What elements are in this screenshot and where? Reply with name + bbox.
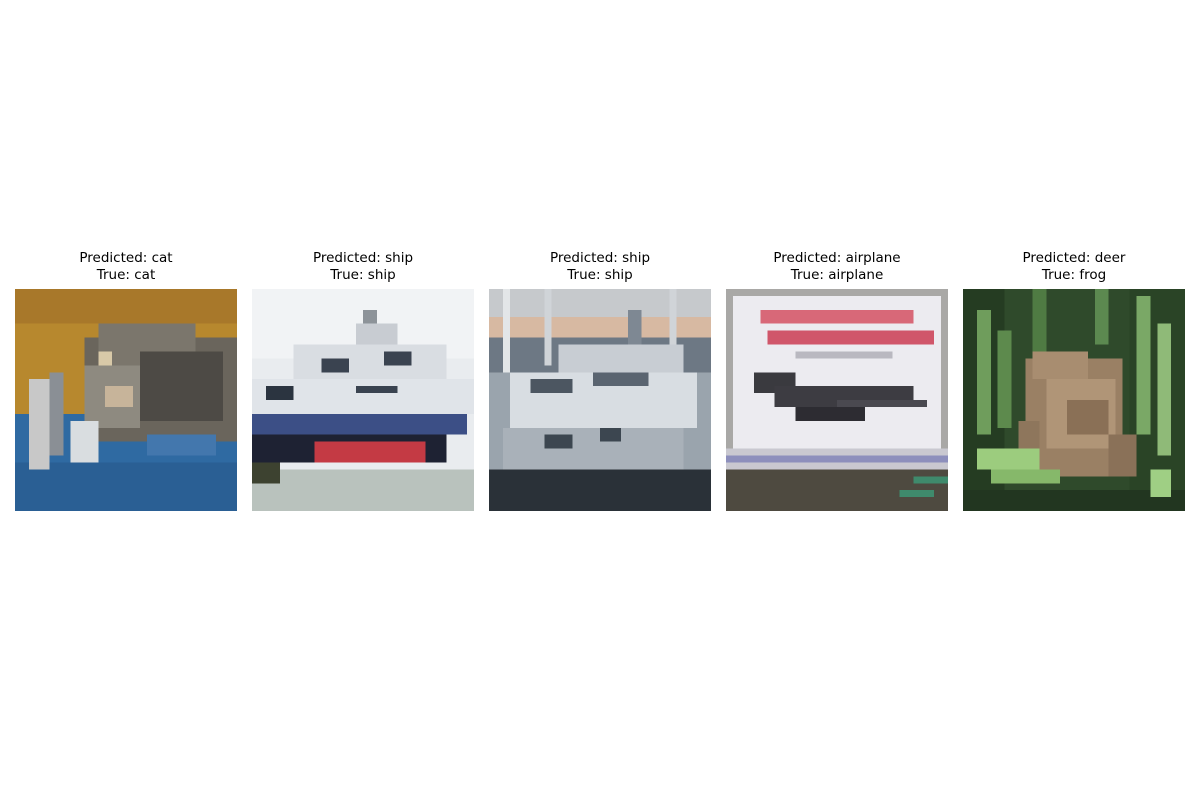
true-label: True: frog (1041, 267, 1107, 283)
cat-image (15, 289, 237, 511)
predicted-label: Predicted: cat (79, 250, 173, 266)
predicted-label: Predicted: airplane (773, 250, 901, 266)
airplane-image (726, 289, 948, 511)
predicted-label: Predicted: ship (549, 250, 651, 266)
image-panel-1: Predicted: cat True: cat (15, 250, 237, 511)
panel-title: Predicted: airplane True: airplane (726, 250, 948, 286)
predicted-label: Predicted: deer (1022, 250, 1126, 266)
panel-title: Predicted: ship True: ship (252, 250, 474, 286)
panel-title: Predicted: deer True: frog (963, 250, 1185, 286)
true-label: True: airplane (790, 267, 884, 283)
image-panel-5: Predicted: deer True: frog (963, 250, 1185, 511)
true-label: True: ship (567, 267, 633, 283)
true-label: True: ship (330, 267, 396, 283)
predicted-label: Predicted: ship (312, 250, 414, 266)
boat-image (489, 289, 711, 511)
frog-image (963, 289, 1185, 511)
ship-image (252, 289, 474, 511)
true-label: True: cat (96, 267, 156, 283)
panel-title: Predicted: ship True: ship (489, 250, 711, 286)
image-panel-4: Predicted: airplane True: airplane (726, 250, 948, 511)
image-panel-3: Predicted: ship True: ship (489, 250, 711, 511)
panel-title: Predicted: cat True: cat (15, 250, 237, 286)
image-panel-2: Predicted: ship True: ship (252, 250, 474, 511)
